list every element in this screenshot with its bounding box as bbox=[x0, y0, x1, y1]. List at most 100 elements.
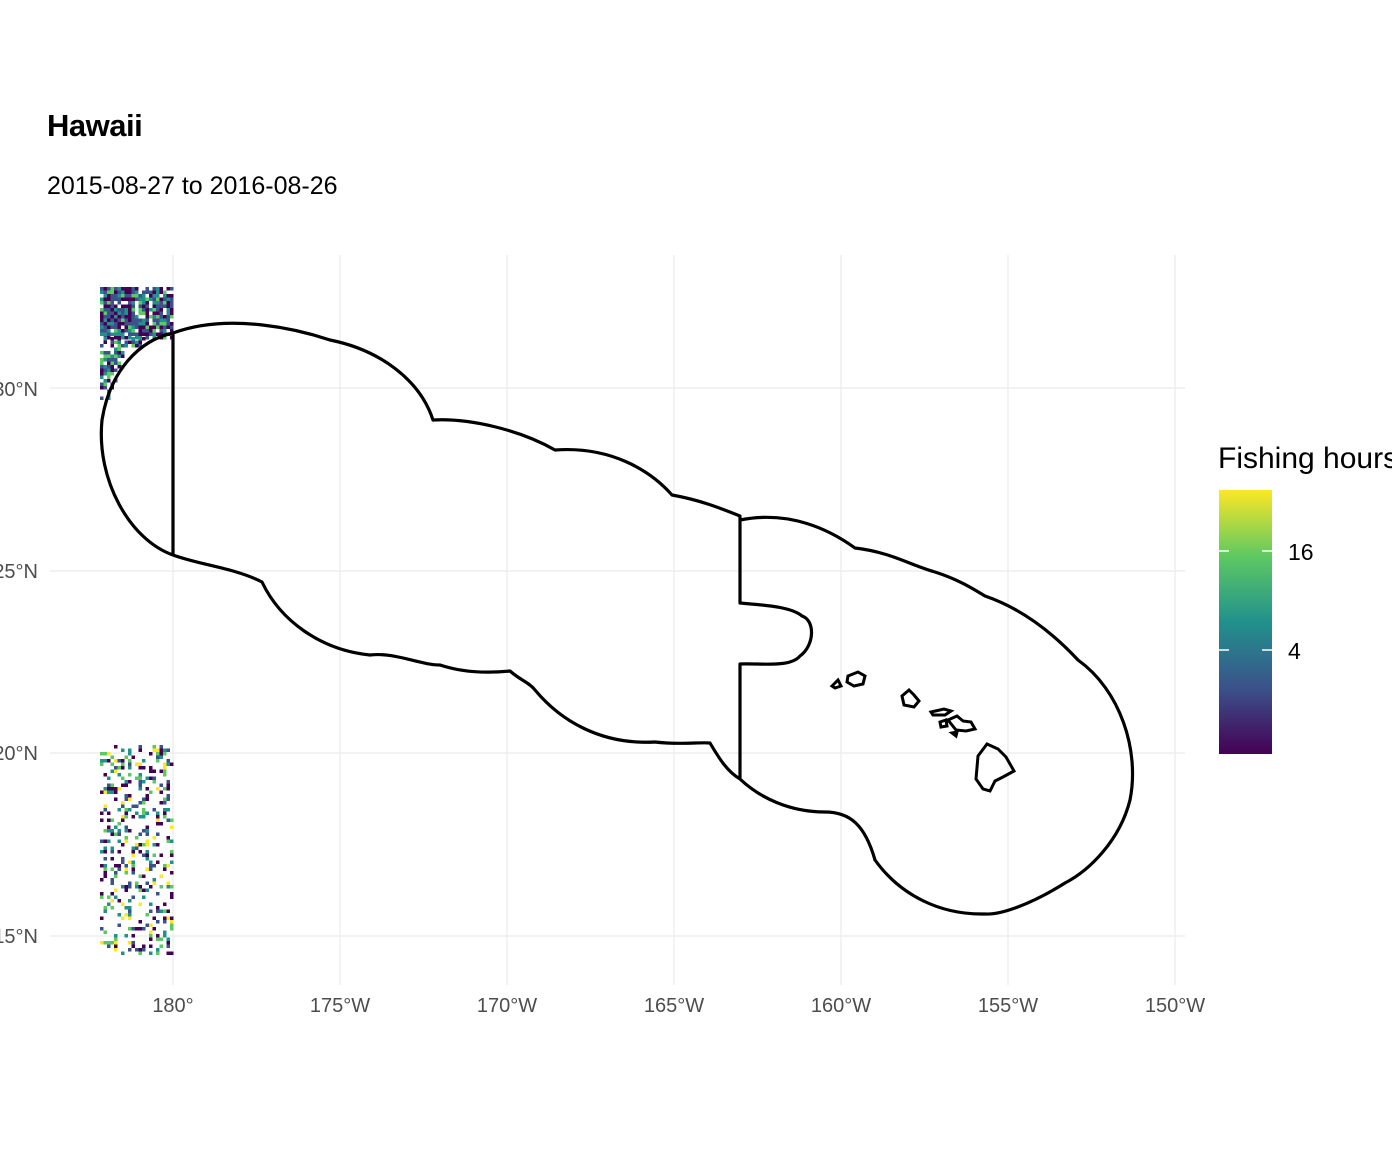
raster-cell bbox=[149, 790, 153, 794]
raster-cell bbox=[128, 325, 132, 329]
raster-cell bbox=[110, 318, 114, 322]
raster-cell bbox=[124, 825, 128, 829]
raster-cell bbox=[145, 318, 149, 322]
raster-cell bbox=[117, 913, 121, 917]
raster-cell bbox=[121, 304, 125, 308]
raster-cell bbox=[152, 294, 156, 298]
raster-cell bbox=[128, 336, 132, 340]
raster-cell bbox=[100, 358, 104, 362]
raster-cell bbox=[110, 358, 114, 362]
raster-cell bbox=[100, 311, 104, 315]
raster-cell bbox=[103, 287, 107, 291]
raster-cell bbox=[170, 287, 174, 291]
raster-cell bbox=[114, 874, 118, 878]
raster-cell bbox=[142, 294, 146, 298]
raster-cell bbox=[152, 290, 156, 294]
raster-cell bbox=[131, 290, 135, 294]
raster-cell bbox=[114, 315, 118, 319]
raster-cell bbox=[131, 867, 135, 871]
raster-cell bbox=[114, 790, 118, 794]
raster-cell bbox=[159, 937, 163, 941]
raster-cell bbox=[107, 818, 111, 822]
raster-cell bbox=[117, 899, 121, 903]
raster-cell bbox=[107, 358, 111, 362]
raster-cell bbox=[103, 294, 107, 298]
raster-cell bbox=[156, 934, 160, 938]
raster-cell bbox=[138, 902, 142, 906]
raster-cell bbox=[100, 396, 104, 400]
raster-cell bbox=[166, 944, 170, 948]
raster-cell bbox=[142, 797, 146, 801]
raster-cell bbox=[107, 361, 111, 365]
raster-cell bbox=[131, 804, 135, 808]
raster-cell bbox=[128, 916, 132, 920]
raster-cell bbox=[110, 322, 114, 326]
raster-cell bbox=[103, 839, 107, 843]
island-oahu bbox=[900, 687, 921, 709]
raster-cell bbox=[124, 794, 128, 798]
raster-cell bbox=[117, 290, 121, 294]
raster-cell bbox=[114, 948, 118, 952]
raster-cell bbox=[159, 790, 163, 794]
y-axis-ticks: 30°N 25°N 20°N 15°N bbox=[0, 379, 38, 948]
raster-cell bbox=[166, 951, 170, 955]
raster-cell bbox=[124, 836, 128, 840]
raster-cell bbox=[156, 948, 160, 952]
raster-cell bbox=[159, 885, 163, 889]
raster-cell bbox=[152, 864, 156, 868]
raster-cell bbox=[145, 825, 149, 829]
raster-cell bbox=[170, 297, 174, 301]
raster-cell bbox=[114, 825, 118, 829]
raster-cell bbox=[142, 766, 146, 770]
raster-cell bbox=[166, 780, 170, 784]
raster-cell bbox=[156, 748, 160, 752]
raster-cell bbox=[156, 892, 160, 896]
raster-cell bbox=[166, 794, 170, 798]
raster-cell bbox=[128, 948, 132, 952]
raster-cell bbox=[156, 322, 160, 326]
raster-cell bbox=[145, 290, 149, 294]
raster-cell bbox=[166, 294, 170, 298]
raster-cell bbox=[121, 951, 125, 955]
eez-boundary bbox=[172, 321, 1135, 916]
raster-cell bbox=[138, 318, 142, 322]
raster-cell bbox=[156, 822, 160, 826]
raster-cell bbox=[107, 365, 111, 369]
raster-cell bbox=[131, 332, 135, 336]
raster-cell bbox=[138, 325, 142, 329]
raster-cell bbox=[166, 311, 170, 315]
raster-cell bbox=[149, 769, 153, 773]
raster-cell bbox=[156, 937, 160, 941]
raster-cell bbox=[170, 885, 174, 889]
raster-cell bbox=[170, 895, 174, 899]
raster-cell bbox=[152, 322, 156, 326]
raster-cell bbox=[166, 836, 170, 840]
raster-cell bbox=[107, 336, 111, 340]
raster-cell bbox=[103, 787, 107, 791]
raster-cell bbox=[114, 864, 118, 868]
map-title: Hawaii bbox=[47, 108, 143, 143]
raster-cell bbox=[149, 752, 153, 756]
raster-cell bbox=[152, 318, 156, 322]
raster-cell bbox=[117, 759, 121, 763]
raster-cell bbox=[152, 776, 156, 780]
raster-cell bbox=[114, 745, 118, 749]
raster-cell bbox=[107, 895, 111, 899]
raster-cell bbox=[114, 297, 118, 301]
raster-cell bbox=[149, 885, 153, 889]
raster-cell bbox=[110, 308, 114, 312]
raster-cell bbox=[149, 944, 153, 948]
raster-cell bbox=[142, 801, 146, 805]
raster-cell bbox=[128, 913, 132, 917]
raster-cell bbox=[121, 885, 125, 889]
map-subtitle: 2015-08-27 to 2016-08-26 bbox=[47, 172, 338, 200]
raster-cell bbox=[145, 301, 149, 305]
raster-cell bbox=[138, 344, 142, 348]
raster-cell bbox=[117, 322, 121, 326]
raster-cell bbox=[138, 850, 142, 854]
raster-cell bbox=[100, 759, 104, 763]
raster-cell bbox=[110, 846, 114, 850]
raster-cell bbox=[159, 745, 163, 749]
raster-cell bbox=[131, 344, 135, 348]
raster-cell bbox=[170, 308, 174, 312]
